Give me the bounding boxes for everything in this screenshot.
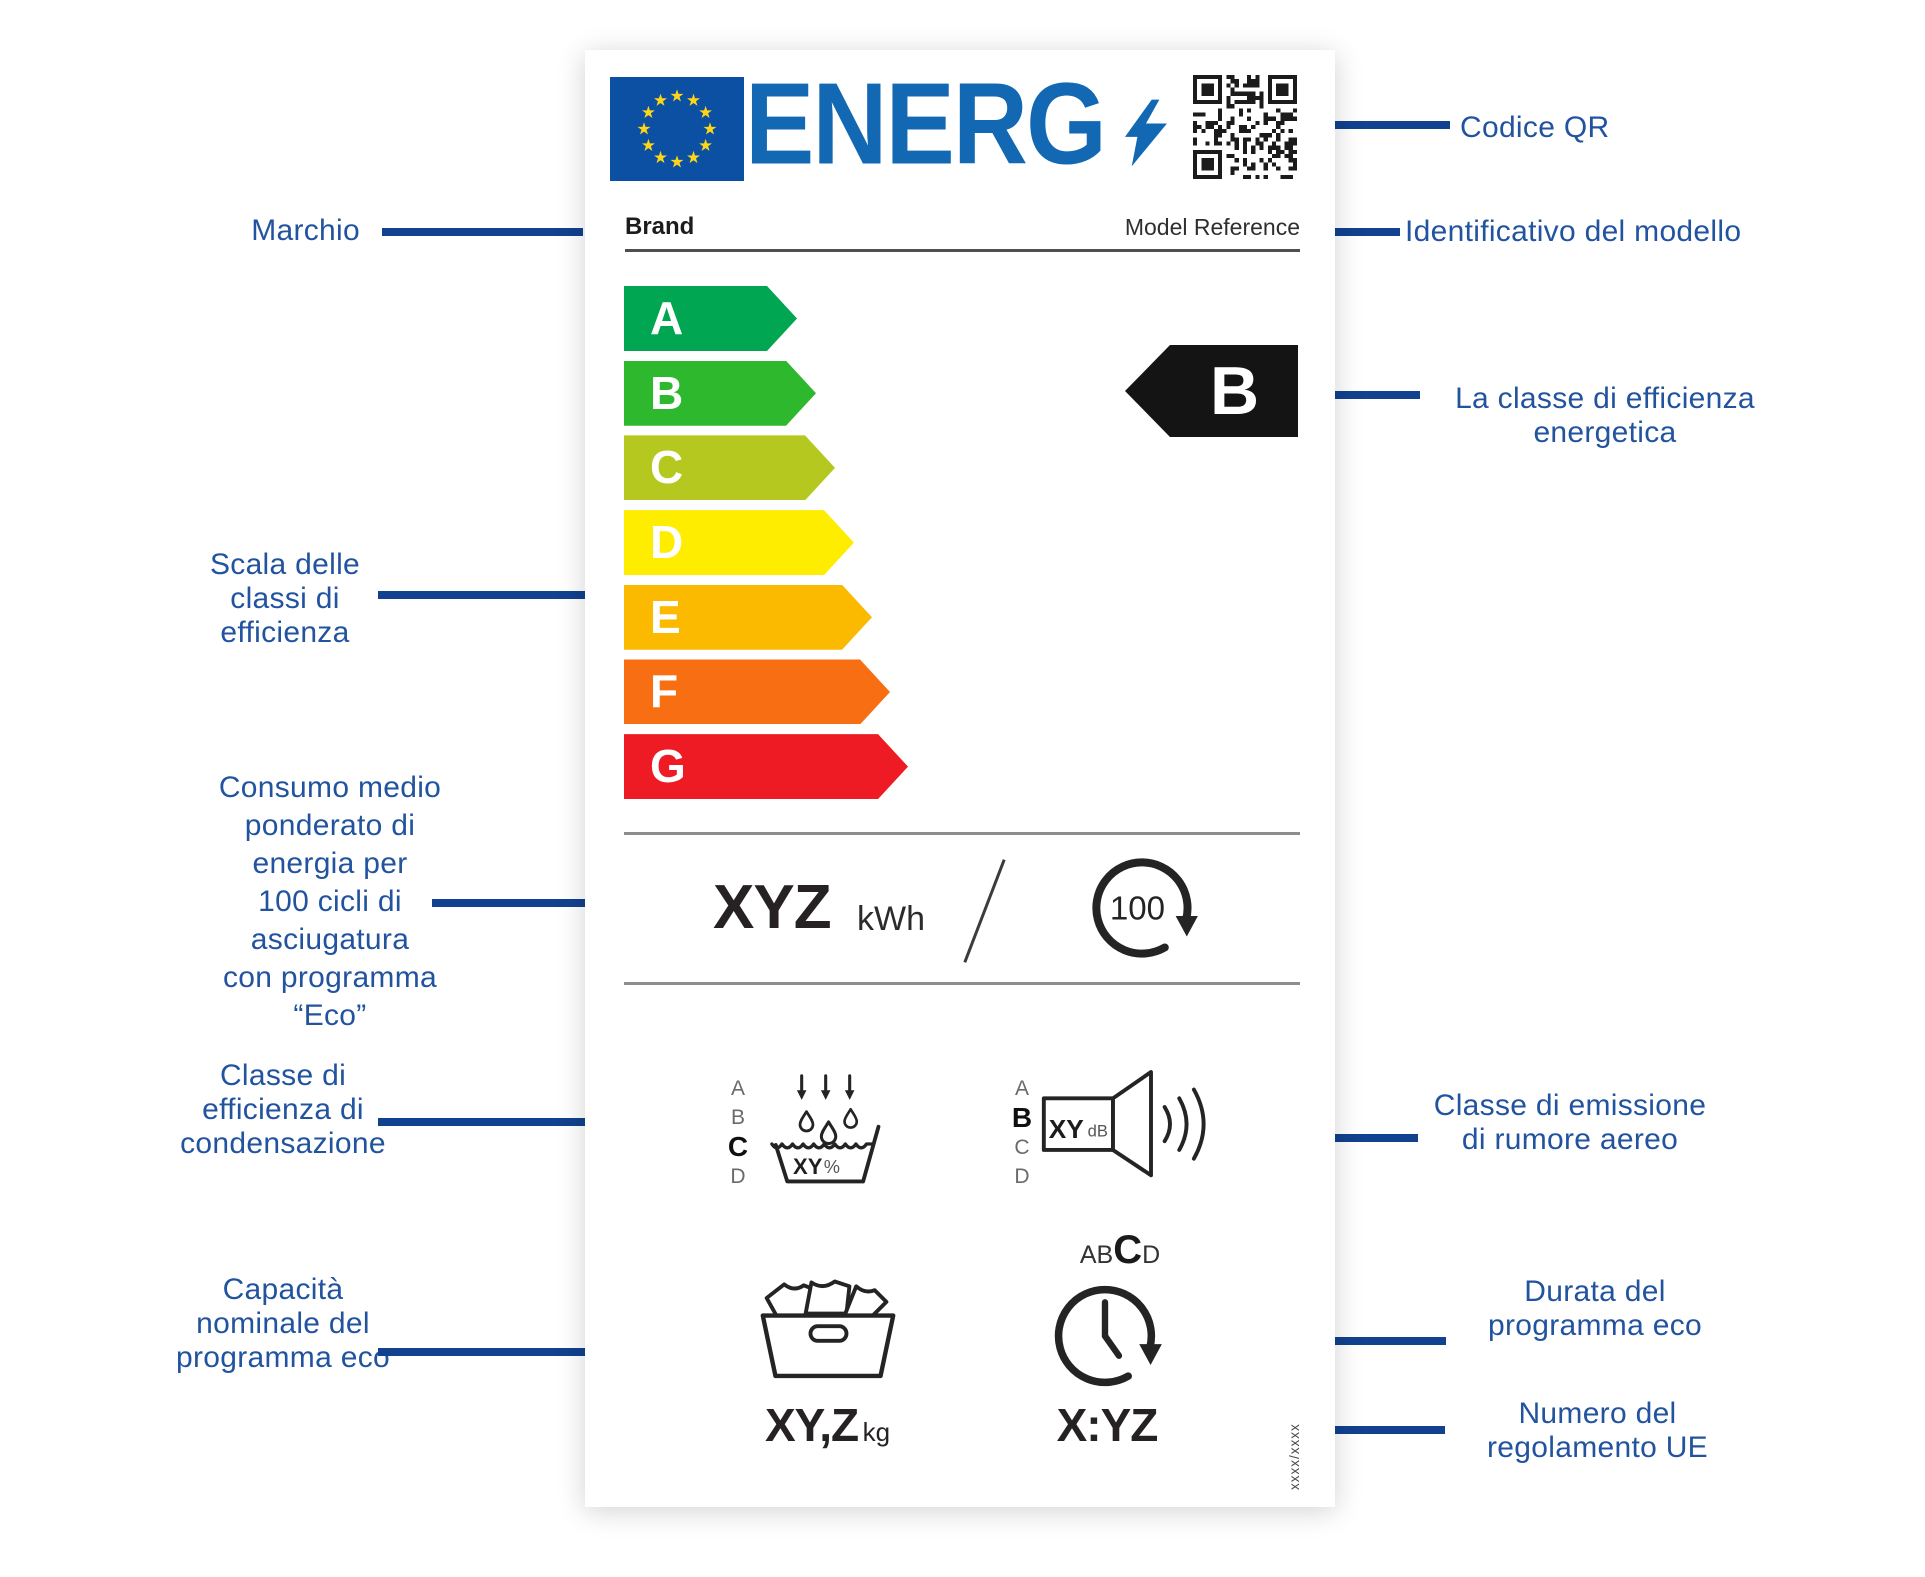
annotation-eu-regulation: Numero del regolamento UE: [1487, 1397, 1708, 1464]
energy-label: ENERG Brand Model Reference A B C D E F …: [585, 50, 1335, 1507]
scale-letter: D: [650, 516, 684, 569]
condensation-icon: XY %: [770, 1074, 881, 1184]
scale-arrow-f: F: [624, 659, 890, 724]
annotation-brand: Marchio: [251, 214, 360, 247]
scale-arrow-a: A: [624, 286, 797, 351]
qr-code-icon: [1193, 75, 1297, 179]
class-letter: A: [1014, 1077, 1029, 1100]
class-letter: A: [730, 1077, 745, 1100]
connector-line: [382, 228, 583, 236]
capacity-value: XY,Z: [764, 1399, 859, 1451]
capacity-unit: kg: [862, 1417, 891, 1447]
connector-line: [378, 591, 597, 599]
cycles-icon: 100: [1092, 858, 1198, 958]
connector-line: [1310, 391, 1420, 399]
energy-unit: kWh: [857, 900, 925, 938]
scale-arrow-d: D: [624, 510, 854, 575]
regulation-number: xxxx/xxxx: [1287, 1423, 1302, 1490]
model-reference: Model Reference: [1124, 214, 1300, 240]
connector-line: [1318, 228, 1400, 236]
scale-arrow-e: E: [624, 585, 872, 650]
scale-arrow-c: C: [624, 435, 835, 500]
divider: [624, 982, 1300, 985]
arrowhead-icon: [1139, 1344, 1162, 1365]
annotation-rated-capacity: Capacità nominale del programma eco: [176, 1273, 390, 1374]
class-letter-active: C: [727, 1131, 749, 1162]
noise-value: XY: [1049, 1114, 1085, 1144]
connector-line: [1318, 121, 1450, 129]
eu-flag-icon: [610, 77, 744, 181]
noise-class-letters: A B C D: [1007, 1074, 1037, 1191]
annotation-model-identifier: Identificativo del modello: [1405, 215, 1742, 248]
scale-letter: F: [650, 665, 679, 718]
scale-letter: G: [650, 740, 686, 793]
connector-line: [378, 1118, 698, 1126]
scale-letter: C: [650, 441, 684, 494]
energy-value: XYZ: [713, 873, 832, 942]
class-letter: D: [1014, 1165, 1030, 1188]
eu-stars: [637, 89, 717, 168]
duration-value: X:YZ: [1056, 1399, 1159, 1451]
capacity-value-row: XY,Z kg: [740, 1398, 915, 1452]
duration-class-active: C: [1113, 1228, 1143, 1272]
annotation-efficiency-scale: Scala delle classi di efficienza: [209, 548, 361, 649]
annotation-energy-class: La classe di efficienza energetica: [1455, 382, 1755, 449]
duration-class-suffix: D: [1142, 1241, 1161, 1269]
cycles-count: 100: [1110, 890, 1165, 927]
brand-text: Brand: [625, 213, 695, 240]
energ-logo: ENERG: [745, 59, 1107, 190]
noise-icon: XY dB: [1041, 1070, 1206, 1178]
scale-arrow-g: G: [624, 734, 908, 799]
duration-clock-icon: [1054, 1285, 1162, 1387]
annotation-condensation-class: Classe di efficienza di condensazione: [180, 1059, 386, 1160]
annotation-qr-code: Codice QR: [1460, 111, 1610, 144]
divider: [624, 832, 1300, 835]
duration-class-prefix: AB: [1079, 1241, 1114, 1269]
scale-letter: A: [650, 292, 684, 344]
condensation-value: XY: [793, 1154, 823, 1179]
connector-line: [378, 1348, 730, 1356]
class-letter: D: [730, 1165, 746, 1188]
noise-unit: dB: [1088, 1121, 1108, 1140]
lightning-bolt-icon: [1125, 99, 1167, 167]
brand-row: Brand Model Reference: [625, 210, 1300, 252]
efficiency-scale: A B C D E F G: [624, 286, 964, 809]
class-letter-active: B: [1011, 1102, 1033, 1133]
scale-arrow-b: B: [624, 361, 816, 426]
condensation-class-letters: A B C D: [723, 1074, 753, 1191]
scale-letter: E: [650, 590, 681, 643]
annotation-eco-duration: Durata del programma eco: [1488, 1275, 1702, 1342]
class-letter: C: [1014, 1136, 1030, 1159]
duration-class: ABCD: [1060, 1230, 1180, 1279]
connector-line: [432, 899, 690, 907]
capacity-icon: [760, 1279, 896, 1379]
connector-line: [1325, 1426, 1445, 1434]
condensation-unit: %: [824, 1156, 840, 1177]
annotation-energy-consumption: Consumo medio ponderato di energia per 1…: [218, 771, 442, 1032]
energy-class-indicator: B: [1125, 345, 1298, 437]
scale-letter: B: [650, 366, 684, 419]
arrowhead-icon: [1175, 915, 1198, 937]
class-letter: B: [730, 1106, 745, 1129]
annotation-noise-class: Classe di emissione di rumore aereo: [1433, 1089, 1707, 1156]
per-slash: [963, 859, 1006, 963]
